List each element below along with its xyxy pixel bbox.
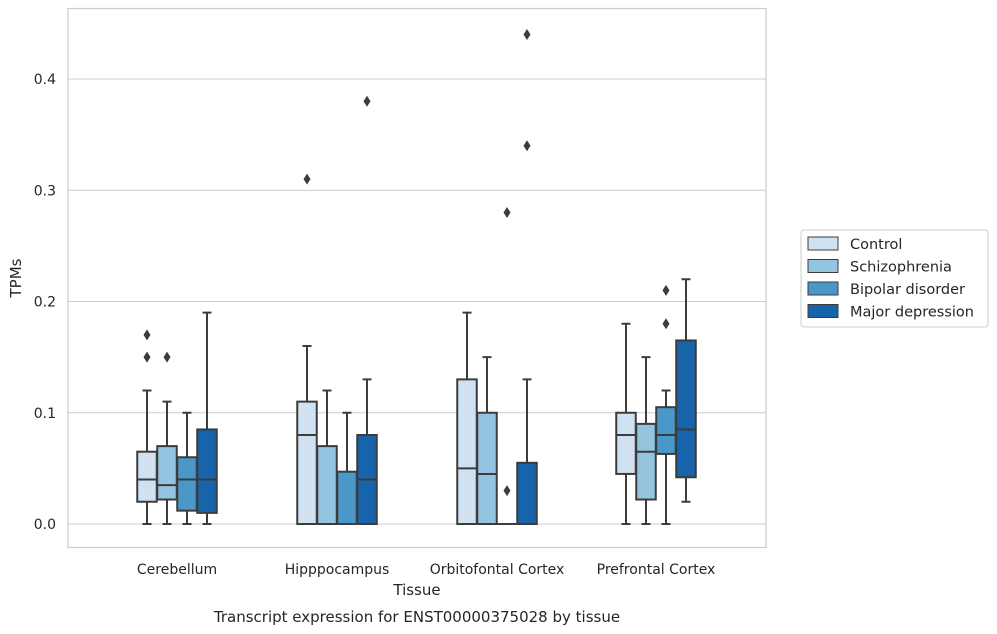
box	[675, 339, 697, 479]
outlier-point	[503, 485, 511, 497]
legend-frame	[800, 229, 989, 328]
legend-label: Bipolar disorder	[850, 282, 965, 298]
outlier-point	[303, 173, 311, 185]
outlier-point	[503, 207, 511, 218]
y-tick-label: 0.3	[34, 183, 56, 199]
box	[615, 411, 637, 475]
y-tick-label: 0.4	[34, 72, 56, 88]
x-tick-label: Hipppocampus	[285, 562, 390, 578]
x-tick-label: Orbitofontal Cortex	[430, 562, 565, 578]
box-group	[356, 95, 378, 525]
box	[156, 445, 178, 501]
box-group	[615, 322, 637, 525]
legend-swatch	[807, 281, 839, 296]
box	[476, 411, 498, 525]
box-group	[176, 411, 198, 525]
box	[655, 406, 677, 455]
legend-label: Major depression	[850, 305, 974, 321]
box-group	[496, 207, 518, 526]
box-group	[456, 311, 478, 525]
legend-label: Schizophrenia	[850, 260, 952, 276]
y-tick-label: 0.0	[34, 517, 56, 533]
box	[635, 422, 657, 501]
legend: Control Schizophrenia Bipolar disorder Majo…	[800, 229, 989, 328]
box-group	[655, 284, 677, 525]
x-axis-label: Tissue	[392, 581, 440, 599]
y-axis-label: TPMs	[7, 258, 25, 298]
box-group	[296, 173, 318, 525]
box-group	[675, 278, 697, 503]
legend-label: Control	[850, 237, 902, 253]
legend-swatch	[807, 259, 839, 273]
x-tick-label: Cerebellum	[137, 562, 217, 578]
box	[196, 428, 218, 514]
box-plot-area	[136, 29, 697, 526]
legend-swatch	[807, 236, 839, 251]
box	[176, 456, 198, 512]
box	[296, 400, 318, 525]
outlier-point	[523, 140, 531, 152]
outlier-point	[163, 351, 171, 363]
y-tick-label: 0.1	[34, 406, 56, 422]
box-group	[635, 356, 657, 525]
y-tick-label: 0.2	[34, 295, 56, 311]
box	[316, 445, 338, 525]
box	[336, 470, 358, 525]
x-axis-ticks: Cerebellum Hipppocampus Orbitofontal Corte…	[137, 562, 715, 578]
outlier-point	[523, 29, 531, 40]
x-tick-label: Prefrontal Cortex	[597, 562, 716, 578]
box-group	[136, 329, 158, 525]
box-group	[196, 311, 218, 525]
legend-swatch	[807, 304, 839, 318]
outlier-point	[363, 95, 371, 107]
plot-frame	[67, 7, 767, 549]
box	[136, 450, 158, 503]
outlier-point	[662, 318, 670, 330]
outlier-point	[662, 284, 670, 296]
box	[456, 378, 478, 525]
box-group	[316, 389, 338, 525]
y-axis-ticks: 0.0 0.1 0.2 0.3 0.4	[34, 72, 56, 533]
box-group	[336, 411, 358, 525]
outlier-point	[143, 329, 151, 341]
box-group	[516, 29, 538, 525]
box-group	[476, 356, 498, 525]
box	[516, 461, 538, 525]
outlier-point	[143, 351, 151, 363]
box-group	[156, 351, 178, 525]
chart-title: Transcript expression for ENST0000037502…	[213, 608, 620, 626]
